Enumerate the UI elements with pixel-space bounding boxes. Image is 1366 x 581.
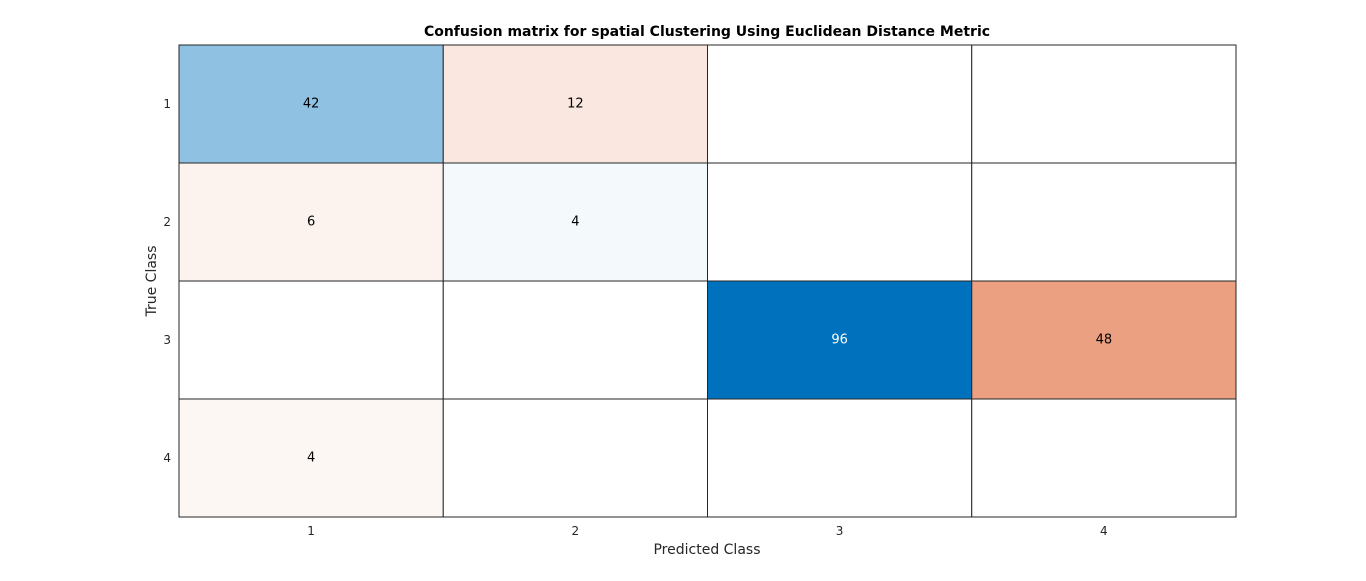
- plot-frame: [178, 44, 1237, 518]
- matrix-cell-r4-c3: [707, 398, 973, 518]
- x-tick-label: 3: [836, 524, 844, 538]
- x-tick-label: 1: [307, 524, 315, 538]
- matrix-cell-r4-c2: [442, 398, 708, 518]
- x-tick-label: 2: [572, 524, 580, 538]
- matrix-cell-r4-c1: [178, 398, 444, 518]
- matrix-cell-r3-c3: [707, 280, 973, 400]
- matrix-cell-r2-c2: [442, 162, 708, 282]
- x-tick-label: 4: [1100, 524, 1108, 538]
- cell-value-r3-c3: 96: [831, 333, 848, 348]
- matrix-cell-r2-c4: [971, 162, 1237, 282]
- cell-value-r4-c1: 4: [307, 451, 315, 466]
- matrix-cells: 42 12 6 4 96 48 4: [178, 44, 1237, 518]
- matrix-cell-r1-c3: [707, 44, 973, 164]
- y-tick-label: 4: [163, 451, 171, 465]
- matrix-cell-r2-c1: [178, 162, 444, 282]
- matrix-cell-r4-c4: [971, 398, 1237, 518]
- matrix-cell-r2-c3: [707, 162, 973, 282]
- matrix-cell-r1-c1: [178, 44, 444, 164]
- y-tick-label: 1: [163, 97, 171, 111]
- cell-value-r2-c2: 4: [571, 215, 579, 230]
- cell-value-r2-c1: 6: [307, 215, 315, 230]
- matrix-cell-r1-c4: [971, 44, 1237, 164]
- matrix-cell-r3-c2: [442, 280, 708, 400]
- y-tick-label: 2: [163, 215, 171, 229]
- cell-value-r3-c4: 48: [1096, 333, 1113, 348]
- cell-value-r1-c1: 42: [303, 97, 320, 112]
- y-axis-label: True Class: [144, 245, 160, 317]
- matrix-cell-r1-c2: [442, 44, 708, 164]
- y-tick-labels: 1 2 3 4: [163, 97, 171, 465]
- cell-value-r1-c2: 12: [567, 97, 584, 112]
- y-tick-label: 3: [163, 333, 171, 347]
- x-axis-label: Predicted Class: [653, 542, 760, 558]
- chart-title: Confusion matrix for spatial Clustering …: [424, 24, 990, 40]
- matrix-cell-r3-c1: [178, 280, 444, 400]
- matrix-cell-r3-c4: [971, 280, 1237, 400]
- x-tick-labels: 1 2 3 4: [307, 524, 1107, 538]
